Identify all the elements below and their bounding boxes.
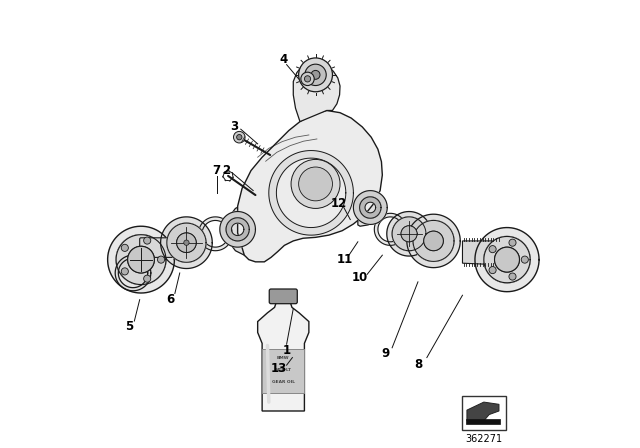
Polygon shape <box>226 218 249 241</box>
Circle shape <box>521 256 529 263</box>
Polygon shape <box>167 223 206 262</box>
Text: 8: 8 <box>414 358 422 371</box>
Text: 5: 5 <box>125 320 134 333</box>
Text: MTF-LT: MTF-LT <box>275 368 292 371</box>
Text: 13: 13 <box>271 362 287 375</box>
Polygon shape <box>413 220 454 261</box>
Circle shape <box>177 233 196 253</box>
Circle shape <box>234 131 245 143</box>
Polygon shape <box>227 204 251 260</box>
Circle shape <box>127 246 154 273</box>
Polygon shape <box>466 419 500 424</box>
Text: BMW: BMW <box>277 356 289 360</box>
Polygon shape <box>237 111 382 262</box>
Circle shape <box>143 275 151 282</box>
Polygon shape <box>115 255 151 291</box>
Polygon shape <box>269 151 353 235</box>
Polygon shape <box>258 302 309 411</box>
Polygon shape <box>484 237 530 283</box>
Polygon shape <box>407 214 460 267</box>
Text: 3: 3 <box>230 120 239 133</box>
Circle shape <box>301 72 314 86</box>
Polygon shape <box>198 217 232 251</box>
Circle shape <box>184 240 189 246</box>
Circle shape <box>509 239 516 246</box>
Circle shape <box>305 64 326 86</box>
Polygon shape <box>374 213 406 246</box>
Circle shape <box>143 237 151 244</box>
Polygon shape <box>293 63 340 121</box>
Circle shape <box>424 231 444 251</box>
Polygon shape <box>116 235 166 284</box>
Polygon shape <box>262 349 305 393</box>
Text: 6: 6 <box>167 293 175 306</box>
Circle shape <box>305 76 310 82</box>
Circle shape <box>401 226 417 242</box>
Circle shape <box>311 70 320 79</box>
Polygon shape <box>161 217 212 268</box>
Text: 2: 2 <box>223 164 230 177</box>
Polygon shape <box>475 228 539 292</box>
Circle shape <box>509 273 516 280</box>
Circle shape <box>121 268 129 275</box>
Text: 9: 9 <box>382 347 390 360</box>
Circle shape <box>157 256 164 263</box>
Text: 11: 11 <box>337 253 353 266</box>
Circle shape <box>291 159 340 208</box>
FancyBboxPatch shape <box>461 396 506 430</box>
Circle shape <box>495 247 520 272</box>
Polygon shape <box>360 197 381 218</box>
Polygon shape <box>220 211 255 247</box>
Circle shape <box>489 267 496 274</box>
Text: 12: 12 <box>331 198 348 211</box>
Polygon shape <box>358 190 383 226</box>
Circle shape <box>237 134 242 140</box>
Text: GEAR OIL: GEAR OIL <box>272 379 295 383</box>
Circle shape <box>299 58 332 92</box>
Polygon shape <box>108 226 175 293</box>
Circle shape <box>299 167 332 201</box>
Text: 10: 10 <box>352 271 368 284</box>
Text: 1: 1 <box>282 345 291 358</box>
Polygon shape <box>463 241 502 265</box>
Text: 4: 4 <box>280 53 287 66</box>
Polygon shape <box>387 211 431 256</box>
Polygon shape <box>353 190 387 224</box>
Text: 362271: 362271 <box>465 434 502 444</box>
Circle shape <box>121 244 129 251</box>
Polygon shape <box>467 402 499 421</box>
Circle shape <box>489 246 496 253</box>
FancyBboxPatch shape <box>269 289 298 304</box>
FancyBboxPatch shape <box>140 238 182 258</box>
Polygon shape <box>392 217 426 251</box>
Text: 7: 7 <box>212 164 221 177</box>
